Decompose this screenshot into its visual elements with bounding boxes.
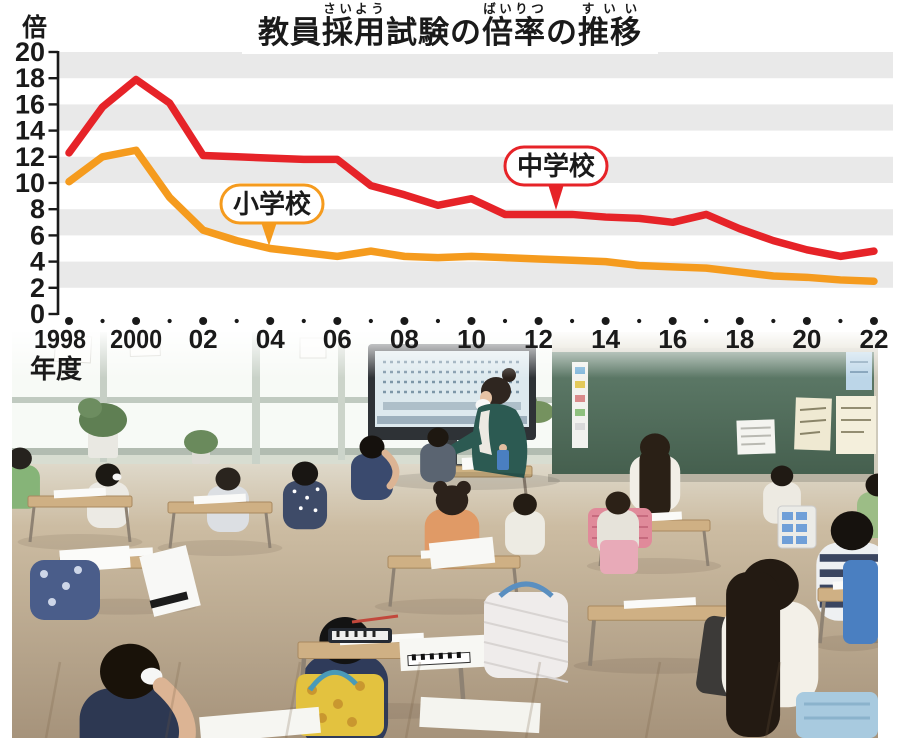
svg-text:8: 8: [30, 194, 45, 224]
students-and-desks: [12, 427, 878, 738]
svg-text:20: 20: [15, 37, 45, 67]
chart-title: 教員採用さいよう試験の倍率ばいりつの推移すいい: [242, 2, 658, 54]
student-figure: [282, 461, 328, 530]
student-figure: [721, 558, 819, 737]
x-axis: 1998 2000 02 04 06 08 10 12 14 16 18 20 22 年度: [30, 317, 888, 384]
svg-text:02: 02: [189, 324, 218, 354]
svg-text:16: 16: [658, 324, 687, 354]
svg-text:2: 2: [30, 273, 45, 303]
svg-text:22: 22: [859, 324, 888, 354]
chart-title-text: 教員採用さいよう試験の倍率ばいりつの推移すいい: [258, 2, 642, 50]
svg-text:中学校: 中学校: [517, 151, 596, 181]
x-axis-unit-label: 年度: [30, 354, 82, 384]
svg-text:小学校: 小学校: [233, 189, 312, 219]
svg-text:14: 14: [591, 324, 621, 354]
svg-text:6: 6: [30, 220, 45, 250]
student-figure: [420, 427, 456, 483]
svg-text:10: 10: [15, 168, 45, 198]
svg-text:18: 18: [725, 324, 754, 354]
svg-text:0: 0: [30, 299, 45, 329]
svg-text:4: 4: [30, 247, 45, 277]
svg-text:2000: 2000: [110, 324, 162, 354]
student-desk: [157, 493, 283, 556]
series-label-junior-high: 中学校: [503, 145, 609, 210]
student-desk: [17, 487, 143, 550]
svg-text:16: 16: [15, 89, 45, 119]
svg-text:04: 04: [256, 324, 286, 354]
series-line-elementary: [65, 146, 878, 285]
y-axis-unit-label: 倍: [22, 13, 47, 42]
svg-text:18: 18: [15, 63, 45, 93]
series-line-junior-high: [65, 75, 878, 261]
svg-text:1998: 1998: [34, 324, 86, 354]
svg-text:14: 14: [15, 116, 45, 146]
photo-top-fade: [12, 332, 878, 378]
svg-text:10: 10: [457, 324, 486, 354]
svg-text:08: 08: [390, 324, 419, 354]
student-figure: [629, 433, 681, 518]
svg-text:12: 12: [15, 142, 45, 172]
student-figure: [79, 643, 196, 738]
svg-text:12: 12: [524, 324, 553, 354]
series-label-elementary: 小学校: [219, 183, 325, 246]
series-lines: [65, 75, 878, 285]
grid-bands: [58, 52, 893, 288]
svg-text:20: 20: [792, 324, 821, 354]
student-figure: [351, 435, 400, 500]
student-figure: [505, 493, 545, 555]
svg-text:06: 06: [323, 324, 352, 354]
